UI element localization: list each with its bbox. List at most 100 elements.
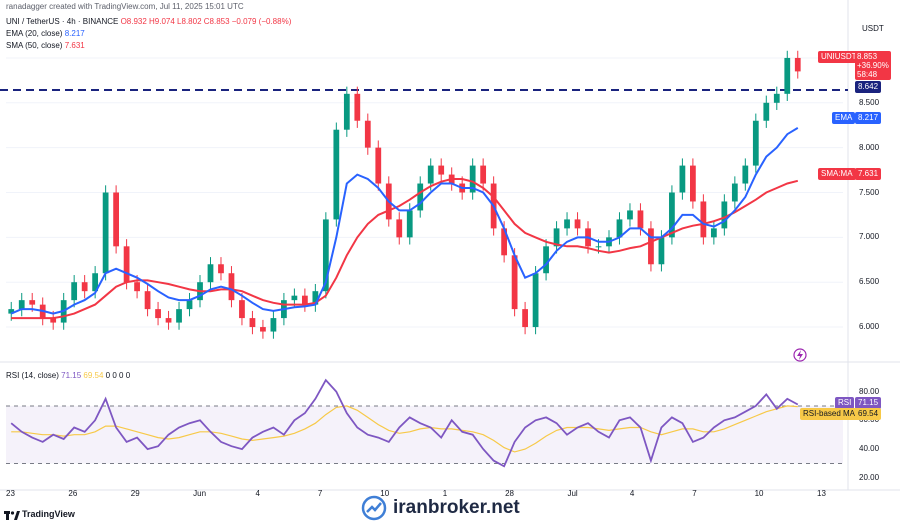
- change-pct: +36.90%: [857, 61, 889, 70]
- candle-body: [228, 273, 235, 301]
- candle-body: [417, 183, 424, 211]
- candle-body: [763, 102, 770, 121]
- lightning-icon[interactable]: [793, 348, 807, 362]
- time-tick-label: 7: [692, 489, 697, 498]
- candle-body: [532, 273, 539, 328]
- candle-body: [92, 273, 99, 292]
- countdown: 58:48: [857, 70, 878, 79]
- candle-body: [312, 291, 319, 305]
- candle-body: [134, 282, 140, 292]
- candle-body: [511, 255, 518, 310]
- candle-body: [553, 228, 560, 247]
- rsi-legend-label: RSI (14, close): [6, 371, 59, 380]
- time-tick-label: 10: [380, 489, 390, 498]
- price-tick-label: 6.000: [859, 322, 880, 332]
- rsi-ma-tag: RSI-based MA: [800, 408, 859, 420]
- sma-legend-label: SMA (50, close): [6, 41, 63, 50]
- candle-body: [249, 318, 256, 328]
- candle-body: [396, 219, 403, 238]
- rsi-legend-value: 71.15: [61, 371, 82, 380]
- candle-body: [354, 93, 361, 121]
- tradingview-logo-icon[interactable]: [4, 508, 20, 520]
- candle-body: [123, 246, 130, 283]
- candle-body: [752, 120, 759, 166]
- candle-body: [438, 165, 445, 175]
- candle-body: [731, 183, 738, 202]
- symbol-label: UNI / TetherUS · 4h · BINANCE: [6, 17, 119, 26]
- sma-value-tag: 7.631: [855, 168, 882, 180]
- candle-body: [480, 165, 487, 184]
- candle-body: [543, 246, 549, 274]
- rsi-value-tag: 71.15: [855, 397, 882, 409]
- candle-body: [50, 318, 57, 323]
- symbol-title: UNI / TetherUS · 4h · BINANCE O8.932 H9.…: [6, 17, 291, 26]
- sma-tag: SMA:MA: [818, 168, 856, 180]
- sma-legend-value: 7.631: [64, 41, 85, 50]
- candle-body: [595, 246, 602, 248]
- rsi-legend[interactable]: RSI (14, close) 71.15 69.54 0 0 0 0: [6, 371, 130, 380]
- candle-body: [469, 165, 476, 193]
- candle-body: [627, 210, 633, 220]
- candle-body: [102, 192, 109, 274]
- price-tick-label: 7.500: [859, 187, 880, 197]
- candle-body: [637, 210, 644, 229]
- ema-value-tag: 8.217: [855, 112, 882, 124]
- candle-body: [270, 318, 277, 332]
- currency-label: USDT: [862, 24, 884, 33]
- rsi-line: [10, 378, 799, 468]
- sma-legend[interactable]: SMA (50, close) 7.631: [6, 41, 85, 50]
- candle-body: [710, 228, 717, 238]
- candle-body: [784, 57, 791, 94]
- candle-body: [322, 219, 329, 292]
- candle-body: [375, 147, 382, 184]
- candle-body: [113, 192, 119, 247]
- time-tick-label: 7: [317, 489, 323, 498]
- candle-body: [144, 291, 151, 310]
- rsi-band: [6, 405, 843, 464]
- candle-body: [291, 295, 298, 301]
- rsi-legend-zeros: 0 0 0 0: [105, 371, 131, 380]
- candle-body: [71, 282, 78, 301]
- candle-body: [186, 300, 193, 310]
- ema-legend[interactable]: EMA (20, close) 8.217: [6, 29, 85, 38]
- candle-body: [155, 309, 161, 319]
- candle-body: [301, 295, 308, 305]
- candle-body: [742, 165, 749, 184]
- candle-body: [574, 219, 581, 229]
- creator-credit: ranadagger created with TradingView.com,…: [6, 2, 244, 11]
- tradingview-brand[interactable]: TradingView: [22, 509, 75, 519]
- level-tag: 8.642: [855, 81, 882, 93]
- candle-body: [564, 219, 570, 229]
- time-tick-label: 26: [68, 489, 78, 498]
- candle-body: [690, 165, 696, 202]
- rsi-tag: RSI: [835, 397, 855, 409]
- time-tick-label: Jul: [567, 489, 578, 498]
- ema-tag: EMA: [832, 112, 856, 124]
- candle-body: [364, 120, 371, 148]
- rsi-tick-label: 80.00: [859, 386, 880, 396]
- candle-body: [18, 300, 25, 310]
- candle-body: [218, 264, 224, 274]
- candle-body: [165, 318, 172, 323]
- candle-body: [773, 93, 780, 103]
- watermark-text: iranbroker.net: [393, 497, 520, 518]
- candle-body: [207, 264, 214, 283]
- time-tick-label: 29: [130, 489, 140, 498]
- rsi-ma-line: [11, 405, 798, 453]
- ohlc-values: O8.932 H9.074 L8.802 C8.853 −0.079 (−0.8…: [120, 17, 292, 26]
- candle-body: [679, 165, 686, 193]
- candle-body: [81, 282, 88, 292]
- candle-body: [648, 228, 654, 265]
- iranbroker-logo-icon: [361, 495, 387, 521]
- time-tick-label: 4: [629, 489, 635, 498]
- price-tick-label: 7.000: [859, 232, 880, 242]
- candle-body: [794, 57, 801, 72]
- time-tick-label: 4: [255, 489, 260, 498]
- candle-body: [260, 327, 266, 332]
- ema-line: [10, 127, 799, 315]
- time-tick-label: 13: [817, 489, 826, 498]
- candle-body: [239, 300, 245, 319]
- symbol-tag: UNIUSDT: [818, 51, 860, 63]
- time-tick-label: 23: [6, 489, 15, 498]
